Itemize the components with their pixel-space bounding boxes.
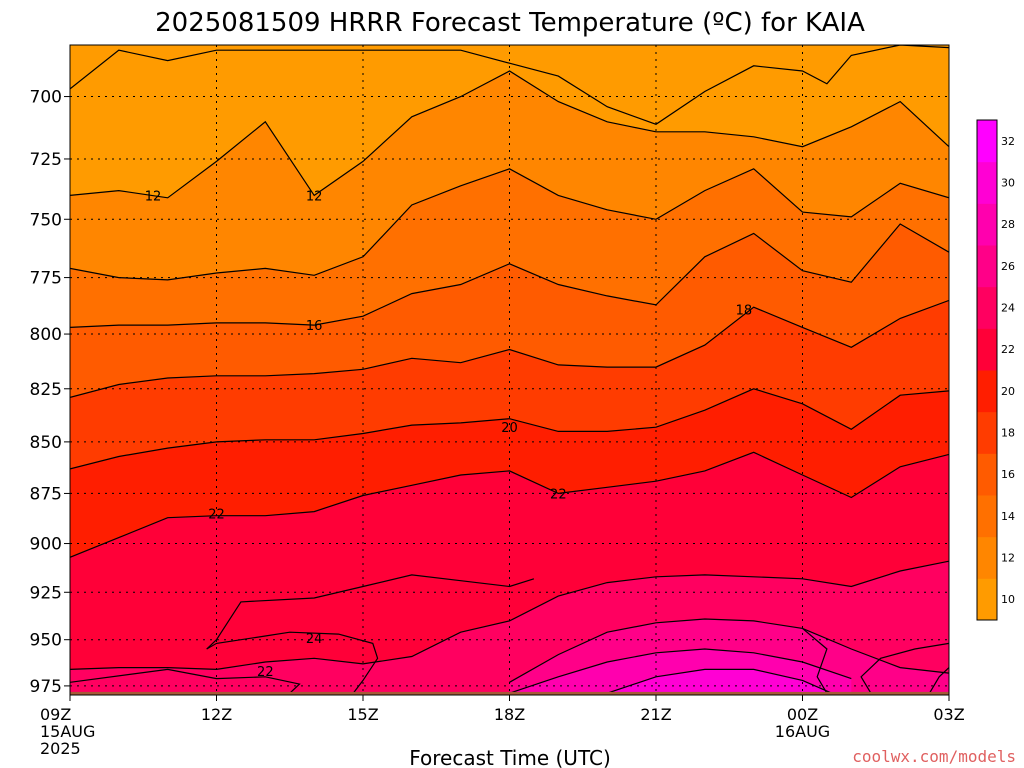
contour-line-extra-24-0 bbox=[206, 574, 535, 650]
contour-label-7: 24 bbox=[306, 632, 323, 647]
y-tick-label-900: 900 bbox=[30, 535, 62, 555]
x-tick-label-03Z: 03Z bbox=[933, 705, 964, 724]
y-tick-label-825: 825 bbox=[30, 380, 62, 400]
contour-label-text: 12 bbox=[306, 189, 323, 204]
colorbar-swatch-10 bbox=[977, 578, 997, 621]
contour-line-14 bbox=[70, 168, 949, 281]
contour-label-0: 12 bbox=[145, 189, 162, 204]
contour-label-text: 12 bbox=[145, 189, 162, 204]
y-tick-label-950: 950 bbox=[30, 631, 62, 651]
colorbar-swatch-22 bbox=[977, 328, 997, 371]
colorbar-label-12: 12 bbox=[1001, 552, 1015, 565]
x-tick-sublabel: 2025 bbox=[40, 739, 81, 758]
contour-label-layer: 12 12 16 18 20 22 22 24 22 bbox=[145, 189, 753, 680]
y-tick-label-800: 800 bbox=[30, 325, 62, 345]
x-tick-label-00Z: 00Z bbox=[787, 705, 818, 724]
contour-line-extra-22-1 bbox=[70, 668, 301, 694]
colorbar-swatch-30 bbox=[977, 161, 997, 204]
colorbar-swatch-12 bbox=[977, 536, 997, 579]
y-tick-label-850: 850 bbox=[30, 433, 62, 453]
colorbar-swatch-20 bbox=[977, 370, 997, 413]
colorbar-swatch-28 bbox=[977, 203, 997, 246]
colorbar-label-20: 20 bbox=[1001, 385, 1015, 398]
x-tick-sublabel: 16AUG bbox=[775, 722, 830, 741]
x-tick-label-09Z: 09Z bbox=[40, 705, 71, 724]
colorbar-swatch-18 bbox=[977, 411, 997, 454]
contour-line-28 bbox=[509, 648, 852, 694]
y-tick-label-925: 925 bbox=[30, 583, 62, 603]
contour-label-text: 22 bbox=[550, 487, 567, 502]
colorbar-label-30: 30 bbox=[1001, 177, 1015, 190]
chart-title: 2025081509 HRRR Forecast Temperature (ºC… bbox=[155, 8, 865, 38]
colorbar-label-26: 26 bbox=[1001, 260, 1015, 273]
y-axis-ticks: 700 725 750 775 800 825 850 875 900 925 950 975 bbox=[30, 88, 70, 697]
colorbar-swatch-24 bbox=[977, 286, 997, 329]
contour-label-6: 22 bbox=[550, 487, 567, 502]
colorbar-label-32: 32 bbox=[1001, 135, 1015, 148]
ground-band bbox=[70, 691, 949, 695]
contour-label-text: 20 bbox=[501, 421, 518, 436]
y-tick-label-975: 975 bbox=[30, 677, 62, 697]
contour-label-text: 24 bbox=[306, 632, 323, 647]
credit-text: coolwx.com/models bbox=[852, 747, 1016, 766]
x-tick-label-15Z: 15Z bbox=[347, 705, 378, 724]
y-tick-label-875: 875 bbox=[30, 484, 62, 504]
contour-label-2: 16 bbox=[306, 319, 323, 334]
contour-label-text: 22 bbox=[208, 508, 225, 523]
x-tick-label-12Z: 12Z bbox=[201, 705, 232, 724]
contour-line-30 bbox=[607, 668, 833, 694]
y-tick-label-775: 775 bbox=[30, 269, 62, 289]
colorbar-label-22: 22 bbox=[1001, 343, 1015, 356]
contour-line-extra-24-3 bbox=[860, 642, 949, 694]
x-axis-label: Forecast Time (UTC) bbox=[409, 746, 611, 768]
y-tick-label-700: 700 bbox=[30, 88, 62, 108]
colorbar-label-24: 24 bbox=[1001, 302, 1015, 315]
colorbar-label-28: 28 bbox=[1001, 218, 1015, 231]
contour-line-extra-24-4 bbox=[802, 627, 828, 694]
y-tick-label-750: 750 bbox=[30, 210, 62, 230]
contour-line-extra-24-5 bbox=[928, 667, 949, 694]
x-tick-label-18Z: 18Z bbox=[494, 705, 525, 724]
contour-line-extra-22-2 bbox=[206, 631, 379, 694]
contour-label-text: 16 bbox=[306, 319, 323, 334]
contour-label-4: 20 bbox=[501, 421, 518, 436]
contour-label-8: 22 bbox=[257, 665, 274, 680]
colorbar-label-16: 16 bbox=[1001, 468, 1015, 481]
colorbar-label-10: 10 bbox=[1001, 593, 1015, 606]
contour-label-3: 18 bbox=[736, 303, 753, 318]
colorbar-swatch-32 bbox=[977, 120, 997, 163]
contour-label-1: 12 bbox=[306, 189, 323, 204]
temperature-fill-layer bbox=[70, 45, 949, 695]
colorbar-swatch-16 bbox=[977, 453, 997, 496]
contour-label-5: 22 bbox=[208, 508, 225, 523]
x-tick-sublabel: 15AUG bbox=[40, 722, 95, 741]
contour-line-26 bbox=[509, 618, 949, 683]
ground-layer bbox=[70, 691, 949, 695]
colorbar-label-18: 18 bbox=[1001, 427, 1015, 440]
contour-line-10 bbox=[70, 45, 949, 125]
contour-label-text: 22 bbox=[257, 665, 274, 680]
colorbar-frame bbox=[976, 119, 998, 621]
colorbar-swatch-14 bbox=[977, 495, 997, 538]
contour-line-12 bbox=[70, 70, 949, 199]
contour-label-text: 18 bbox=[736, 303, 753, 318]
x-tick-label-21Z: 21Z bbox=[640, 705, 671, 724]
y-tick-label-725: 725 bbox=[30, 150, 62, 170]
colorbar-swatch-26 bbox=[977, 245, 997, 288]
colorbar: 10 12 14 16 18 20 22 24 26 28 30 32 bbox=[976, 119, 1015, 621]
colorbar-label-14: 14 bbox=[1001, 510, 1015, 523]
